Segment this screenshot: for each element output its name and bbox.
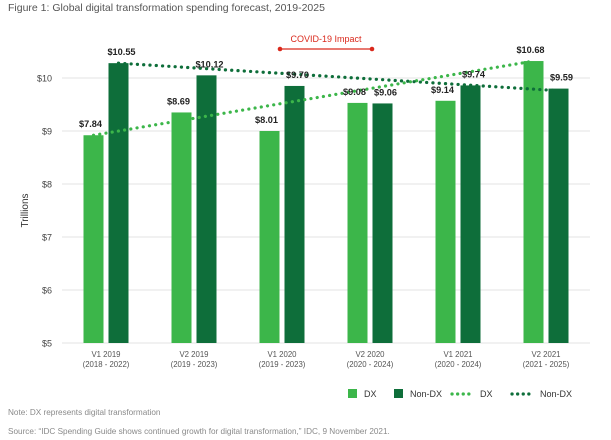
nondx-trend-line	[116, 61, 561, 93]
dx-bar	[83, 135, 104, 343]
y-tick-label: $5	[42, 339, 52, 349]
covid-range-end	[369, 46, 375, 52]
nondx-bar	[548, 88, 569, 343]
x-tick-sublabel: (2019 - 2023)	[259, 360, 306, 369]
dx-data-label: $10.68	[516, 45, 544, 55]
dx-data-label: $8.01	[255, 115, 278, 125]
nondx-bar	[108, 63, 129, 343]
nondx-data-label: $9.74	[462, 69, 486, 79]
y-tick-label: $10	[37, 74, 52, 84]
dx-data-label: $9.08	[343, 87, 366, 97]
x-tick-sublabel: (2021 - 2025)	[523, 360, 570, 369]
x-tick-label: V1 2019	[91, 350, 120, 359]
nondx-data-label: $10.12	[195, 59, 223, 69]
x-tick-sublabel: (2020 - 2024)	[435, 360, 482, 369]
dx-bar	[523, 61, 544, 343]
nondx-bar	[372, 103, 393, 343]
y-tick-label: $9	[42, 127, 52, 137]
dx-bar	[435, 100, 456, 343]
nondx-data-label: $10.55	[107, 47, 135, 57]
y-axis-title: Trillions	[20, 193, 31, 227]
figure-title: Figure 1: Global digital transformation …	[8, 2, 325, 14]
legend-swatch	[348, 389, 357, 398]
x-tick-sublabel: (2018 - 2022)	[83, 360, 130, 369]
x-tick-label: V1 2021	[443, 350, 472, 359]
nondx-bar	[284, 85, 305, 343]
x-tick-sublabel: (2019 - 2023)	[171, 360, 218, 369]
nondx-bar	[460, 85, 481, 344]
dx-data-label: $7.84	[79, 119, 103, 129]
x-tick-sublabel: (2020 - 2024)	[347, 360, 394, 369]
nondx-data-label: $9.70	[286, 70, 309, 80]
nondx-data-label: $9.06	[374, 87, 397, 97]
y-tick-label: $6	[42, 286, 52, 296]
legend-label: Non-DX	[410, 389, 442, 399]
dx-data-label: $8.69	[167, 96, 190, 106]
nondx-data-label: $9.59	[550, 73, 573, 83]
legend-label: DX	[480, 389, 493, 399]
note-text: Note: DX represents digital transformati…	[8, 408, 161, 417]
dx-bar	[347, 102, 368, 343]
legend-swatch	[394, 389, 403, 398]
dx-bar	[259, 131, 280, 343]
x-tick-label: V2 2019	[179, 350, 208, 359]
x-tick-label: V2 2020	[355, 350, 385, 359]
covid-range-start	[277, 46, 283, 52]
y-tick-label: $7	[42, 233, 52, 243]
covid-annotation-label: COVID-19 Impact	[290, 34, 362, 44]
dx-bar	[171, 112, 192, 343]
dx-trend-line	[91, 59, 536, 137]
nondx-bar	[196, 75, 217, 343]
y-tick-label: $8	[42, 180, 52, 190]
dx-data-label: $9.14	[431, 85, 455, 95]
source-text: Source: “IDC Spending Guide shows contin…	[8, 427, 390, 436]
legend-label: DX	[364, 389, 377, 399]
legend-label: Non-DX	[540, 389, 572, 399]
x-tick-label: V1 2020	[267, 350, 297, 359]
x-tick-label: V2 2021	[531, 350, 560, 359]
